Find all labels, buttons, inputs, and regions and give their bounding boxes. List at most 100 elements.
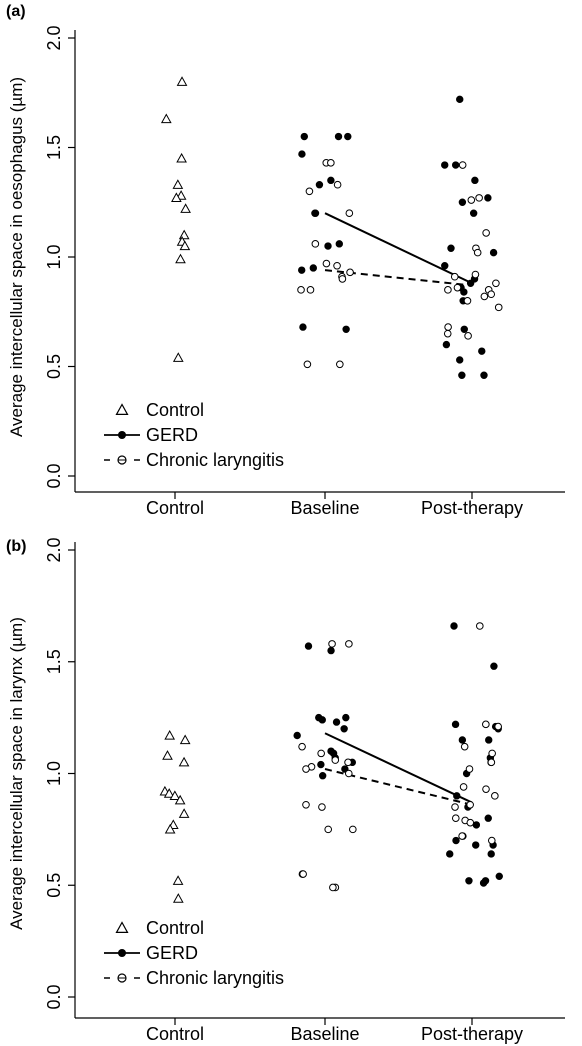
data-point-gerd	[300, 132, 308, 141]
legend-marker-control	[115, 921, 129, 934]
data-point-gerd	[442, 340, 451, 349]
legend-marker-gerd	[118, 431, 126, 439]
data-point-chronic-laryngitis	[306, 286, 315, 294]
data-point-chronic-laryngitis	[298, 742, 306, 751]
data-point-chronic-laryngitis	[453, 283, 462, 292]
data-point-chronic-laryngitis	[492, 279, 500, 288]
data-point-gerd	[489, 248, 498, 257]
y-tick-label: 0.5	[44, 354, 64, 379]
data-point-chronic-laryngitis	[322, 259, 331, 268]
data-point-gerd	[298, 266, 306, 274]
y-tick-label: 2.0	[44, 537, 64, 562]
x-tick-label: Post-therapy	[421, 1024, 523, 1044]
legend: Control GERD Chronic laryngitis	[104, 918, 284, 988]
data-point-gerd	[335, 240, 343, 248]
data-point-control	[176, 76, 188, 86]
data-point-control	[178, 808, 190, 818]
data-point-gerd	[478, 347, 486, 355]
data-point-chronic-laryngitis	[333, 180, 342, 189]
data-point-chronic-laryngitis	[463, 297, 472, 305]
data-point-chronic-laryngitis	[444, 323, 452, 331]
x-tick-label: Control	[146, 1024, 204, 1044]
data-point-chronic-laryngitis	[476, 622, 484, 630]
data-point-chronic-laryngitis	[494, 722, 502, 731]
panel-label: (b)	[6, 538, 26, 555]
mean-line-gerd	[324, 212, 473, 285]
data-point-gerd	[342, 713, 350, 722]
data-point-gerd	[452, 836, 460, 845]
data-point-chronic-laryngitis	[299, 870, 307, 878]
data-point-gerd	[484, 814, 492, 822]
x-tick-label: Post-therapy	[421, 498, 523, 518]
legend-marker-gerd	[118, 949, 126, 957]
data-point-chronic-laryngitis	[465, 765, 474, 773]
data-point-chronic-laryngitis	[471, 270, 480, 279]
data-point-gerd	[456, 95, 464, 104]
data-point-gerd	[441, 262, 449, 270]
data-point-control	[160, 113, 172, 124]
data-point-chronic-laryngitis	[466, 800, 474, 809]
y-axis-title: Average intercellular space in larynx (µ…	[7, 617, 26, 930]
data-point-chronic-laryngitis	[464, 332, 472, 340]
data-point-control	[172, 893, 184, 903]
data-point-control	[172, 875, 184, 885]
data-point-chronic-laryngitis	[487, 290, 496, 299]
data-point-gerd	[465, 877, 473, 885]
data-point-chronic-laryngitis	[327, 159, 335, 167]
data-point-gerd	[340, 725, 348, 733]
data-point-control	[172, 179, 184, 189]
data-point-gerd	[458, 736, 467, 744]
data-point-chronic-laryngitis	[311, 240, 320, 248]
data-point-gerd	[450, 622, 458, 630]
data-point-gerd	[451, 720, 460, 729]
data-point-control	[164, 729, 176, 740]
data-point-chronic-laryngitis	[494, 303, 503, 312]
x-tick-label: Baseline	[290, 1024, 359, 1044]
data-point-control	[162, 750, 173, 760]
data-point-chronic-laryngitis	[450, 272, 459, 281]
data-point-gerd	[490, 662, 498, 670]
data-point-control	[179, 240, 191, 251]
data-point-chronic-laryngitis	[328, 640, 336, 648]
data-point-gerd	[458, 371, 466, 379]
x-tick-label: Control	[146, 498, 204, 518]
data-point-chronic-laryngitis	[333, 261, 341, 270]
data-point-chronic-laryngitis	[491, 792, 499, 800]
data-point-gerd	[441, 161, 449, 169]
data-point-gerd	[317, 760, 325, 769]
data-point-gerd	[344, 132, 352, 141]
data-point-gerd	[315, 181, 324, 189]
data-point-gerd	[324, 242, 332, 250]
data-point-chronic-laryngitis	[346, 268, 354, 277]
data-point-control	[164, 823, 176, 834]
data-point-chronic-laryngitis	[487, 836, 496, 845]
data-point-chronic-laryngitis	[303, 360, 312, 369]
data-point-chronic-laryngitis	[349, 825, 357, 834]
data-point-chronic-laryngitis	[344, 769, 353, 778]
x-tick-label: Baseline	[290, 498, 359, 518]
data-point-gerd	[309, 264, 318, 272]
y-axis-title: Average intercellular space in oesophagu…	[7, 77, 26, 437]
data-point-gerd	[480, 371, 488, 379]
legend-entry-label: Control	[146, 918, 204, 938]
data-point-chronic-laryngitis	[302, 800, 310, 809]
data-point-control	[163, 788, 175, 798]
data-point-chronic-laryngitis	[345, 209, 354, 217]
chart-panel-2: (b) 0.0 0.5 1.0 1.5 2.0 Control Baseline Post-th…	[6, 537, 565, 1044]
panel-label: (a)	[6, 3, 26, 20]
legend-entry-label: GERD	[146, 943, 198, 963]
data-point-chronic-laryngitis	[487, 758, 496, 767]
data-point-gerd	[318, 716, 326, 724]
chart-panel-1: (a) 0.0 0.5 1.0 1.5 2.0 Control Baseline Post-th…	[6, 3, 565, 518]
data-point-chronic-laryngitis	[345, 640, 353, 648]
data-point-control	[178, 229, 190, 240]
data-point-gerd	[487, 850, 495, 858]
data-point-control	[180, 203, 191, 213]
data-point-gerd	[485, 736, 493, 744]
data-point-gerd	[484, 194, 492, 202]
data-point-control	[176, 152, 187, 163]
data-point-chronic-laryngitis	[338, 275, 347, 283]
data-point-chronic-laryngitis	[480, 292, 489, 301]
data-point-gerd	[298, 150, 306, 158]
data-point-chronic-laryngitis	[344, 758, 352, 767]
